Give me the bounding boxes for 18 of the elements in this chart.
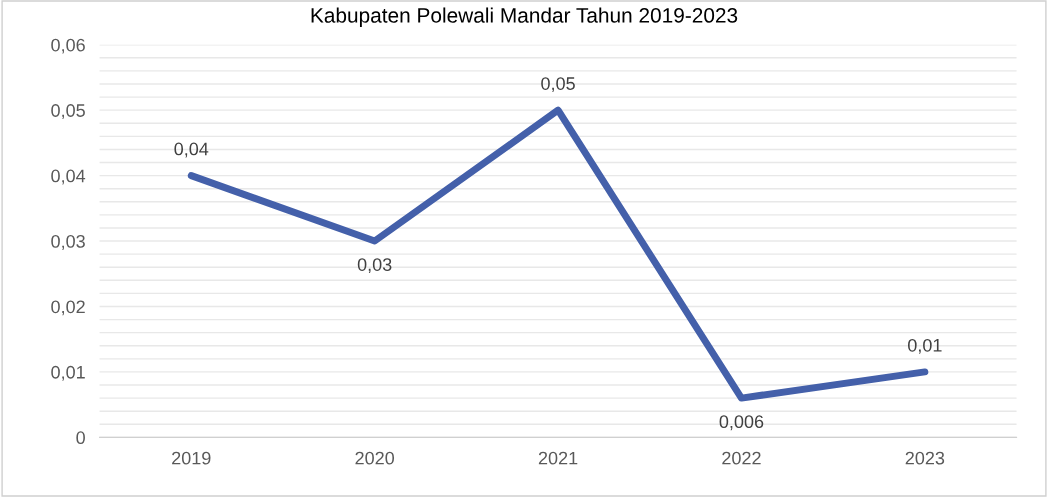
x-tick-label: 2022 <box>722 451 761 465</box>
data-label: 0,01 <box>908 338 942 354</box>
chart-title: Kabupaten Polewali Mandar Tahun 2019-2023 <box>311 7 738 27</box>
data-label: 0,03 <box>357 258 392 274</box>
data-label: 0,006 <box>719 415 764 431</box>
x-tick-label: 2020 <box>355 451 395 465</box>
data-label: 0,05 <box>541 77 575 93</box>
y-tick-label: 0,01 <box>51 365 85 381</box>
y-tick-label: 0,03 <box>51 234 85 250</box>
y-tick-label: 0 <box>76 431 85 445</box>
y-tick-label: 0,06 <box>51 38 85 54</box>
y-tick-label: 0,02 <box>51 300 85 316</box>
x-tick-label: 2021 <box>538 451 578 465</box>
y-tick-label: 0,05 <box>51 104 85 120</box>
x-tick-label: 2019 <box>172 451 211 465</box>
data-label: 0,04 <box>174 142 209 158</box>
y-tick-label: 0,04 <box>51 169 86 185</box>
x-tick-label: 2023 <box>905 451 945 465</box>
